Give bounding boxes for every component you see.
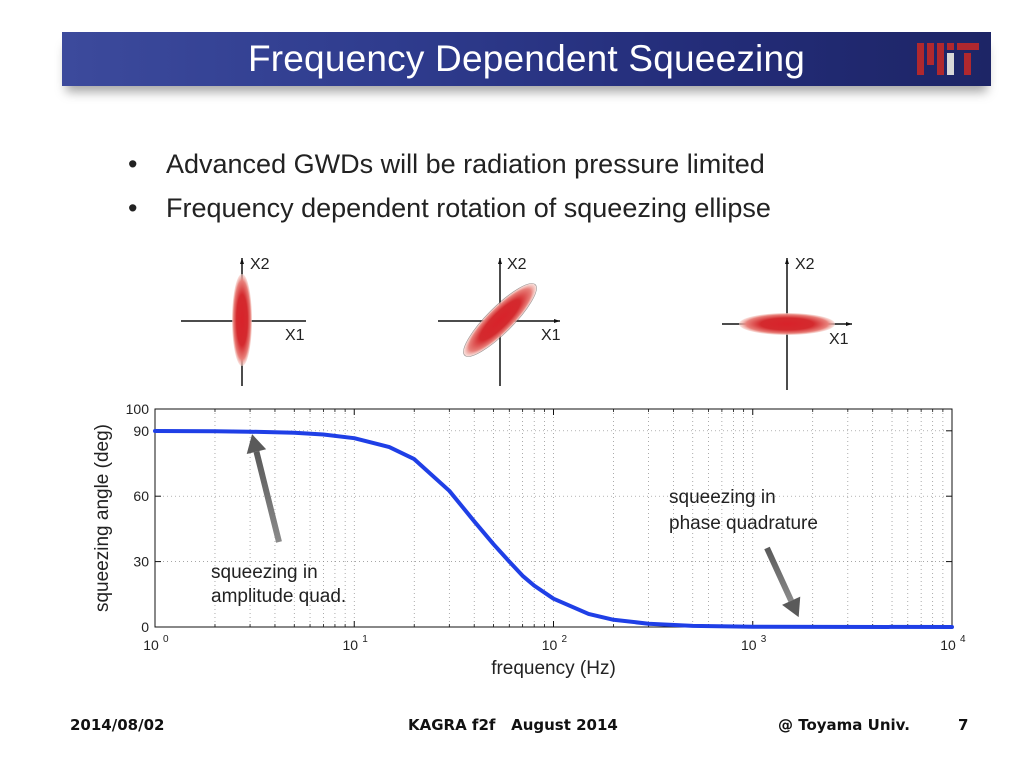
y-tick-label: 30 xyxy=(133,554,149,570)
squeezing-ellipse xyxy=(739,313,835,335)
y-tick-label: 60 xyxy=(133,488,149,504)
x-tick-label: 10 xyxy=(342,637,358,653)
diagram-horizontal: X2 X1 xyxy=(722,256,852,390)
annotation-arrow-head xyxy=(246,434,267,455)
bullet-list: • Advanced GWDs will be radiation pressu… xyxy=(128,142,771,230)
x-tick-label: 10 xyxy=(741,637,757,653)
diagram-tilted: X2 X1 xyxy=(438,256,561,386)
squeezing-ellipse xyxy=(463,283,537,357)
x-tick-label: 10 xyxy=(542,637,558,653)
mit-logo xyxy=(917,43,979,75)
annotation-amplitude: squeezing in amplitude quad. xyxy=(211,562,346,607)
annotation-phase: squeezing in phase quadrature xyxy=(669,487,818,534)
x1-axis-label: X1 xyxy=(541,327,561,344)
y-axis-label: squeezing angle (deg) xyxy=(92,424,113,612)
x-tick-label-exponent: 3 xyxy=(761,634,767,645)
x-tick-label-exponent: 0 xyxy=(163,634,169,645)
x-tick-label-exponent: 2 xyxy=(562,634,568,645)
slide-title: Frequency Dependent Squeezing xyxy=(247,38,806,79)
x-tick-label: 10 xyxy=(940,637,956,653)
x2-axis-label: X2 xyxy=(795,256,815,273)
title-bar: Frequency Dependent Squeezing xyxy=(62,32,991,86)
x-axis-label: frequency (Hz) xyxy=(491,658,616,679)
y-tick-label: 100 xyxy=(126,401,150,417)
series-layer xyxy=(153,429,954,629)
x-tick-label-exponent: 1 xyxy=(362,634,368,645)
bullet-dot-icon: • xyxy=(128,193,138,223)
diagram-vertical: X2 X1 xyxy=(181,256,306,386)
y-tick-label: 0 xyxy=(141,619,149,635)
bullet-item: • Advanced GWDs will be radiation pressu… xyxy=(128,142,771,186)
x-tick-label: 10 xyxy=(143,637,159,653)
y-tick-label: 90 xyxy=(133,423,149,439)
annotation-arrow xyxy=(253,450,282,543)
page-number: 7 xyxy=(958,716,969,734)
annotation-arrow-head xyxy=(782,596,801,618)
x2-axis-label: X2 xyxy=(250,256,270,273)
grid-lines xyxy=(155,409,952,627)
footer-date: 2014/08/02 xyxy=(70,716,165,734)
quadrature-diagrams: X2 X1 X2 X1 X2 X1 xyxy=(181,256,852,390)
x2-axis-label: X2 xyxy=(507,256,527,273)
annotation-arrow xyxy=(764,546,794,602)
squeezing-ellipse xyxy=(232,274,252,366)
x-tick-label-exponent: 4 xyxy=(960,634,966,645)
x1-axis-label: X1 xyxy=(285,327,305,344)
bullet-dot-icon: • xyxy=(128,149,138,179)
footer-event: KAGRA f2f August 2014 xyxy=(408,716,618,734)
bullet-item: • Frequency dependent rotation of squeez… xyxy=(128,186,771,230)
x1-axis-label: X1 xyxy=(829,331,849,348)
footer-affiliation: @ Toyama Univ. xyxy=(778,716,910,734)
annotations: squeezing in amplitude quad. squeezing in p… xyxy=(211,434,818,618)
